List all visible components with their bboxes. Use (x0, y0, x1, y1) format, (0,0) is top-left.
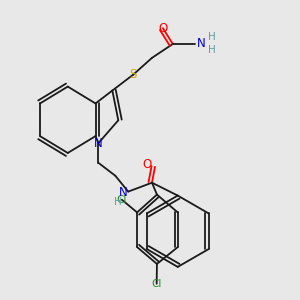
Text: H: H (114, 196, 122, 206)
Text: N: N (119, 186, 128, 199)
Text: H: H (208, 32, 215, 42)
Text: O: O (158, 22, 167, 34)
Text: S: S (130, 68, 137, 81)
Text: Cl: Cl (152, 279, 162, 289)
Text: H: H (208, 45, 215, 55)
Text: Cl: Cl (117, 195, 127, 205)
Text: O: O (142, 158, 152, 171)
Text: N: N (94, 136, 103, 150)
Text: N: N (197, 38, 206, 50)
